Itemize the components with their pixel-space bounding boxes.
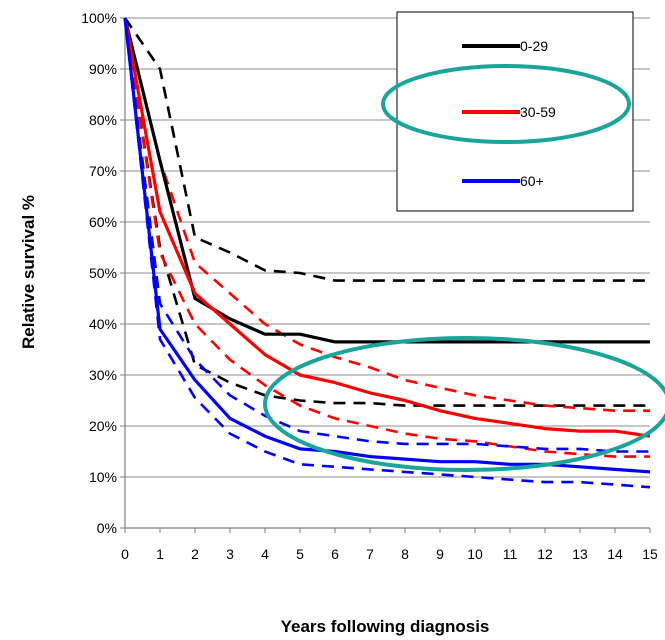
x-tick-label: 4 <box>261 546 269 562</box>
series-lines <box>123 17 651 489</box>
series-line-ci-8-dashed <box>123 17 651 489</box>
x-tick-label: 9 <box>436 546 444 562</box>
series-line-60+-solid <box>123 17 651 474</box>
series-line-ci-7-dashed <box>123 17 650 453</box>
y-tick-label: 50% <box>89 265 117 281</box>
y-tick-label: 60% <box>89 214 117 230</box>
legend-label-0-29: 0-29 <box>520 38 548 54</box>
legend-label-60+: 60+ <box>520 173 544 189</box>
y-tick-label: 30% <box>89 367 117 383</box>
series-line-ci-4-dashed <box>123 17 650 413</box>
highlight-ellipse-legend <box>381 64 631 144</box>
y-tick-label: 90% <box>89 61 117 77</box>
x-tick-label: 2 <box>191 546 199 562</box>
x-axis-title: Years following diagnosis <box>281 617 490 636</box>
x-tick-label: 10 <box>467 546 483 562</box>
x-tick-labels: 0 1 2 3 4 5 6 7 8 9 10 11 12 13 14 15 <box>121 546 658 562</box>
y-axis-title: Relative survival % <box>19 195 38 349</box>
x-tick-label: 11 <box>503 546 518 562</box>
y-tick-label: 40% <box>89 316 117 332</box>
x-tick-label: 5 <box>296 546 304 562</box>
legend: 0-29 30-59 60+ <box>396 11 634 212</box>
y-tick-label: 80% <box>89 112 117 128</box>
x-tick-label: 6 <box>331 546 339 562</box>
y-tick-label: 70% <box>89 163 117 179</box>
legend-label-30-59: 30-59 <box>520 104 556 120</box>
highlight-ellipse-tail <box>263 336 665 472</box>
x-tick-label: 12 <box>537 546 553 562</box>
x-tick-label: 15 <box>642 546 658 562</box>
x-tick-label: 3 <box>226 546 234 562</box>
series-line-ci-1-dashed <box>123 17 650 282</box>
y-tick-label: 10% <box>89 469 117 485</box>
y-tick-labels: 0% 10% 20% 30% 40% 50% 60% 70% 80% 90% 100% <box>81 10 117 536</box>
x-tick-label: 1 <box>156 546 164 562</box>
y-tick-label: 0% <box>97 520 117 536</box>
series-line-ci-2-dashed <box>123 17 650 407</box>
annotations <box>263 64 665 472</box>
x-tick-label: 7 <box>366 546 374 562</box>
x-tick-label: 0 <box>121 546 129 562</box>
series-line-30-59-solid <box>123 17 651 438</box>
y-tick-label: 20% <box>89 418 117 434</box>
x-tick-label: 14 <box>607 546 623 562</box>
x-tick-label: 8 <box>401 546 409 562</box>
x-tick-label: 13 <box>572 546 588 562</box>
series-line-ci-5-dashed <box>123 17 650 458</box>
y-tick-label: 100% <box>81 10 117 26</box>
axes <box>120 17 651 533</box>
